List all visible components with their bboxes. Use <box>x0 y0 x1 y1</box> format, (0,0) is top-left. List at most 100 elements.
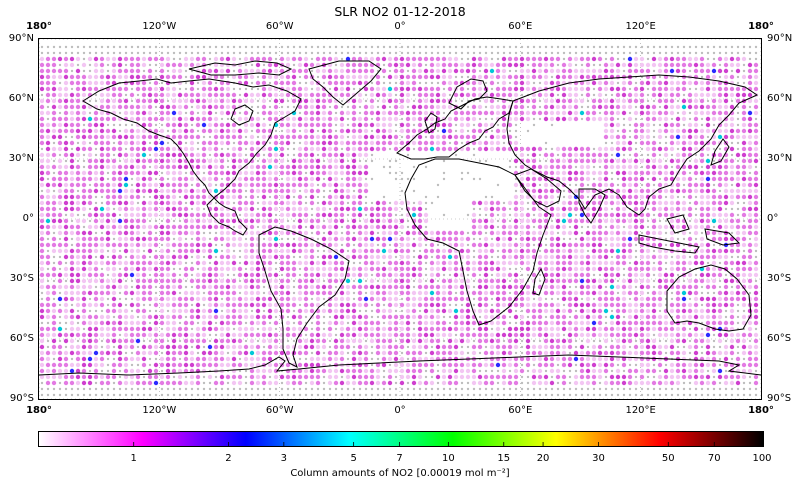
data-point <box>351 56 357 62</box>
data-point <box>466 171 470 175</box>
data-point <box>633 290 639 296</box>
data-point <box>681 260 687 266</box>
data-point <box>621 164 627 170</box>
data-point <box>124 303 128 307</box>
data-point <box>123 68 129 74</box>
data-point <box>711 170 717 176</box>
data-point <box>735 98 741 104</box>
data-point <box>171 230 177 236</box>
data-point <box>178 291 182 295</box>
data-point <box>657 188 663 194</box>
data-point <box>753 182 759 188</box>
data-point <box>387 128 393 134</box>
data-point <box>747 164 753 170</box>
data-point <box>501 284 507 290</box>
data-point <box>238 249 242 253</box>
data-point <box>315 56 321 62</box>
data-point <box>544 141 548 145</box>
data-point <box>753 194 759 200</box>
data-point <box>106 255 110 259</box>
data-point <box>345 236 351 242</box>
data-point <box>75 272 81 278</box>
data-point <box>57 122 63 128</box>
data-point <box>106 51 110 55</box>
data-point <box>459 92 465 98</box>
data-point <box>424 279 428 283</box>
data-point <box>645 128 651 134</box>
data-point <box>681 152 687 158</box>
data-point <box>489 134 495 140</box>
data-point <box>261 128 267 134</box>
data-point <box>525 290 531 296</box>
data-point <box>99 182 105 188</box>
data-point <box>675 176 681 182</box>
data-point <box>592 87 596 91</box>
data-point <box>657 266 663 272</box>
data-point <box>111 68 117 74</box>
data-point <box>51 236 57 242</box>
data-point <box>112 51 116 55</box>
data-point <box>141 134 147 140</box>
data-point <box>369 260 375 266</box>
data-point <box>141 92 147 98</box>
data-point <box>177 140 183 146</box>
data-point <box>207 158 213 164</box>
data-point <box>160 171 164 175</box>
data-point <box>657 68 663 74</box>
data-point <box>663 62 669 68</box>
data-point <box>724 51 728 55</box>
data-point <box>592 63 596 67</box>
data-point <box>633 92 639 98</box>
data-point <box>70 303 74 307</box>
data-point <box>171 254 177 260</box>
data-point <box>297 62 303 68</box>
data-point <box>591 242 597 248</box>
data-point <box>753 62 759 68</box>
data-point <box>339 170 345 176</box>
data-point <box>633 260 639 266</box>
data-point <box>171 284 177 290</box>
data-point <box>754 51 758 55</box>
data-point <box>543 152 549 158</box>
data-point <box>159 86 165 92</box>
data-point <box>531 206 537 212</box>
data-point <box>747 68 753 74</box>
data-point <box>267 242 273 248</box>
data-point <box>52 279 56 283</box>
data-point <box>418 51 422 55</box>
data-point <box>693 80 699 86</box>
data-point <box>51 266 57 272</box>
data-point <box>675 218 681 224</box>
data-point <box>171 188 177 194</box>
data-point <box>153 182 159 188</box>
data-point <box>51 242 57 248</box>
data-point <box>285 212 291 218</box>
data-point <box>729 56 735 62</box>
data-point <box>550 75 554 79</box>
data-point <box>609 194 615 200</box>
data-point <box>171 128 177 134</box>
data-point <box>351 266 357 272</box>
data-point <box>195 116 201 122</box>
data-point <box>723 164 729 170</box>
data-point <box>730 255 734 259</box>
data-point <box>171 170 177 176</box>
data-point <box>514 51 518 55</box>
data-point <box>159 212 165 218</box>
data-point <box>423 212 429 218</box>
data-point <box>45 260 51 266</box>
data-point <box>63 74 69 80</box>
data-point <box>273 236 279 242</box>
data-point <box>111 86 117 92</box>
data-point <box>429 260 435 266</box>
data-point <box>117 272 123 278</box>
data-point <box>532 51 536 55</box>
data-point <box>591 236 597 242</box>
data-point <box>633 218 639 224</box>
data-point <box>51 218 57 224</box>
data-point <box>333 140 339 146</box>
data-point <box>519 110 525 116</box>
data-point <box>183 98 189 104</box>
data-point <box>87 290 93 296</box>
data-point <box>747 254 753 260</box>
